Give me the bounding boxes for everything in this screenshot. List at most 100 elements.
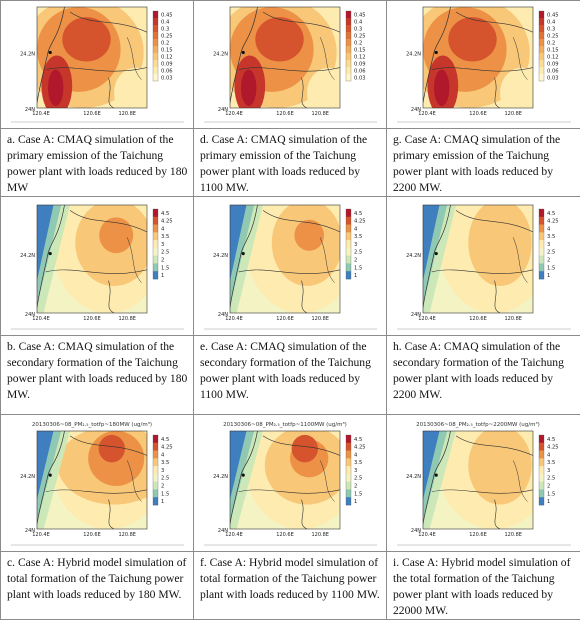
colorbar-swatch [153, 256, 158, 264]
colorbar-swatch [153, 232, 158, 240]
colorbar-swatch [153, 53, 158, 60]
colorbar-swatch [153, 435, 158, 443]
lat-tick-label: 24.2N [213, 474, 228, 480]
colorbar-label: 0.25 [161, 33, 173, 39]
caption-d: d. Case A: CMAQ simulation of the primar… [194, 129, 387, 197]
colorbar-label: 3.5 [547, 460, 555, 466]
colorbar-label: 4 [547, 226, 551, 232]
colorbar-swatch [153, 248, 158, 256]
colorbar-swatch [346, 443, 351, 451]
lon-right-label: 120.8E [504, 316, 521, 322]
colorbar-swatch [539, 466, 544, 474]
colorbar-label: 3.5 [161, 460, 169, 466]
lon-right-label: 120.8E [311, 532, 328, 538]
colorbar-swatch [153, 60, 158, 67]
colorbar-swatch [539, 474, 544, 482]
lat-tick-label: 24.2N [20, 253, 35, 259]
colorbar-label: 2 [354, 258, 357, 264]
colorbar-swatch [539, 53, 544, 60]
colorbar-swatch [346, 39, 351, 46]
lon-mid-label: 120.6E [83, 316, 100, 322]
colorbar-swatch [153, 11, 158, 18]
lon-left-label: 120.4E [418, 111, 435, 117]
power-plant-marker [242, 474, 245, 477]
colorbar-label: 4.5 [161, 437, 169, 443]
power-plant-marker [49, 252, 52, 255]
colorbar-label: 3.5 [354, 234, 362, 240]
colorbar-swatch [539, 443, 544, 451]
colorbar-swatch [346, 451, 351, 459]
colorbar-label: 1.5 [354, 265, 362, 271]
lat-tick-label: 24.2N [406, 253, 421, 259]
colorbar-label: 2.5 [547, 476, 555, 482]
colorbar-swatch [539, 74, 544, 81]
lon-left-label: 120.4E [418, 532, 435, 538]
power-plant-marker [435, 51, 438, 54]
colorbar-label: 0.25 [547, 33, 559, 39]
colorbar-swatch [153, 240, 158, 248]
colorbar-label: 0.4 [354, 19, 363, 25]
colorbar-swatch [539, 458, 544, 466]
colorbar-label: 4.5 [547, 437, 555, 443]
colorbar-label: 2.5 [354, 476, 362, 482]
colorbar-swatch [539, 217, 544, 225]
lon-left-label: 120.4E [32, 532, 49, 538]
colorbar-swatch [346, 489, 351, 497]
colorbar-label: 3.5 [161, 234, 169, 240]
lon-left-label: 120.4E [225, 111, 242, 117]
colorbar-swatch [346, 497, 351, 505]
lat-tick-label: 24.2N [406, 51, 421, 57]
colorbar-label: 3 [161, 468, 164, 474]
colorbar-label: 3 [354, 242, 357, 248]
colorbar-swatch [346, 60, 351, 67]
lon-mid-label: 120.6E [469, 532, 486, 538]
caption-b: b. Case A: CMAQ simulation of the second… [1, 336, 194, 415]
colorbar-label: 2.5 [161, 476, 169, 482]
colorbar-swatch [346, 74, 351, 81]
colorbar-swatch [539, 248, 544, 256]
colorbar-swatch [346, 248, 351, 256]
colorbar-swatch [153, 497, 158, 505]
colorbar-swatch [539, 209, 544, 217]
colorbar-label: 1 [354, 499, 357, 505]
colorbar-swatch [153, 32, 158, 39]
colorbar-label: 4.25 [161, 219, 173, 225]
colorbar-label: 4.5 [161, 211, 169, 217]
colorbar-swatch [346, 466, 351, 474]
colorbar-label: 0.12 [161, 54, 173, 60]
map-title: 20130306~08_PM₂.₅_totfp~180MW (ug/m³) [32, 421, 152, 428]
lat-tick-label: 24.2N [213, 51, 228, 57]
colorbar-swatch [153, 466, 158, 474]
colorbar-swatch [539, 271, 544, 279]
colorbar-swatch [539, 32, 544, 39]
colorbar-swatch [153, 74, 158, 81]
lon-left-label: 120.4E [225, 316, 242, 322]
colorbar-swatch [153, 474, 158, 482]
lon-left-label: 120.4E [225, 532, 242, 538]
colorbar-swatch [346, 32, 351, 39]
colorbar-label: 2.5 [547, 250, 555, 256]
map-title: 20130306~08_PM₂.₅_totfp~1100MW (ug/m³) [223, 421, 347, 428]
caption-e: e. Case A: CMAQ simulation of the second… [194, 336, 387, 415]
colorbar-swatch [539, 18, 544, 25]
colorbar-swatch [153, 271, 158, 279]
colorbar-label: 4 [547, 452, 551, 458]
colorbar-label: 0.03 [161, 75, 173, 81]
colorbar-label: 0.03 [354, 75, 366, 81]
lon-mid-label: 120.6E [83, 532, 100, 538]
power-plant-marker [435, 252, 438, 255]
colorbar-label: 1.5 [354, 491, 362, 497]
colorbar-label: 3 [547, 242, 550, 248]
colorbar-label: 4.5 [547, 211, 555, 217]
lat-tick-label: 24.2N [406, 474, 421, 480]
